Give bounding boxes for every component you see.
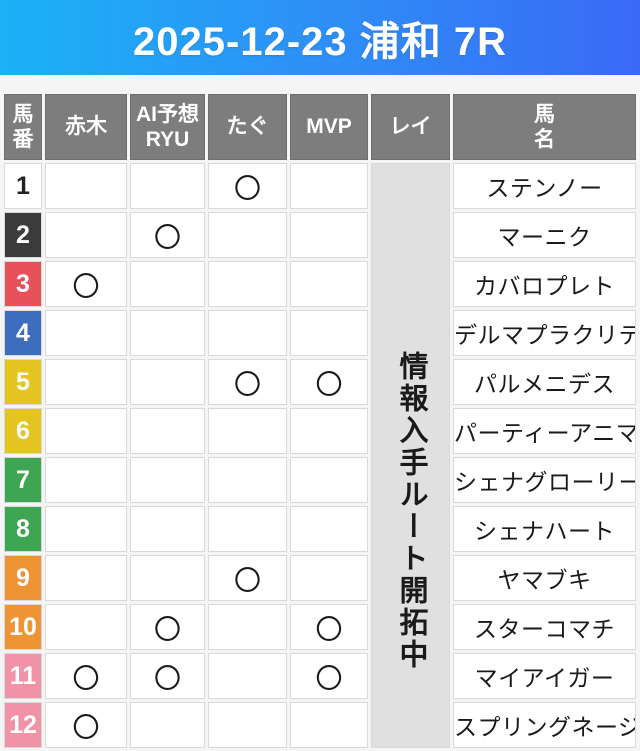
mark-ai-ryu — [130, 310, 205, 356]
mark-tagu — [208, 310, 287, 356]
mark-akagi: 〇 — [45, 653, 127, 699]
mark-ai-ryu — [130, 163, 205, 209]
mark-mvp — [290, 212, 368, 258]
mark-akagi — [45, 310, 127, 356]
horse-number: 1 — [4, 163, 42, 209]
mark-mvp: 〇 — [290, 604, 368, 650]
mark-mvp — [290, 408, 368, 454]
mark-akagi: 〇 — [45, 702, 127, 748]
table-row: 3 〇 カバロプレト — [4, 261, 636, 307]
horse-number: 10 — [4, 604, 42, 650]
table-row: 12 〇 スプリングネージ — [4, 702, 636, 748]
race-title: 2025-12-23 浦和 7R — [133, 19, 507, 64]
col-header-rei: レイ — [371, 94, 450, 160]
horse-number: 11 — [4, 653, 42, 699]
race-header-banner: 2025-12-23 浦和 7R — [0, 0, 640, 75]
mark-ai-ryu — [130, 261, 205, 307]
horse-name: スターコマチ — [453, 604, 636, 650]
mark-ai-ryu — [130, 702, 205, 748]
col-header-ai-ryu: AI予想 RYU — [130, 94, 205, 160]
mark-mvp — [290, 555, 368, 601]
mark-mvp — [290, 261, 368, 307]
mark-tagu: 〇 — [208, 163, 287, 209]
horse-name: シェナグローリー — [453, 457, 636, 503]
col-header-mvp: MVP — [290, 94, 368, 160]
mark-tagu — [208, 408, 287, 454]
mark-ai-ryu: 〇 — [130, 212, 205, 258]
mark-ai-ryu — [130, 457, 205, 503]
rei-column-placeholder: 情報入手ルート開拓中 — [371, 163, 450, 748]
horse-name: ヤマブキ — [453, 555, 636, 601]
mark-akagi — [45, 163, 127, 209]
mark-ai-ryu — [130, 506, 205, 552]
horse-name: スプリングネージ — [453, 702, 636, 748]
mark-tagu: 〇 — [208, 359, 287, 405]
mark-akagi — [45, 604, 127, 650]
table-row: 11 〇 〇 〇 マイアイガー — [4, 653, 636, 699]
horse-name: マーニク — [453, 212, 636, 258]
mark-mvp — [290, 163, 368, 209]
horse-number: 2 — [4, 212, 42, 258]
horse-name: マイアイガー — [453, 653, 636, 699]
mark-mvp — [290, 506, 368, 552]
mark-tagu — [208, 506, 287, 552]
horse-number: 5 — [4, 359, 42, 405]
col-header-akagi: 赤木 — [45, 94, 127, 160]
table-row: 5 〇 〇 パルメニデス — [4, 359, 636, 405]
horse-number: 7 — [4, 457, 42, 503]
table-row: 7 シェナグローリー — [4, 457, 636, 503]
mark-mvp — [290, 702, 368, 748]
mark-mvp: 〇 — [290, 359, 368, 405]
horse-name: シェナハート — [453, 506, 636, 552]
mark-tagu — [208, 212, 287, 258]
table-header-row: 馬 番 赤木 AI予想 RYU たぐ MVP レイ 馬 名 — [4, 94, 636, 160]
table-row: 10 〇 〇 スターコマチ — [4, 604, 636, 650]
mark-tagu — [208, 457, 287, 503]
rei-status-vertical-text: 情報入手ルート開拓中 — [395, 350, 427, 671]
prediction-table-container: 馬 番 赤木 AI予想 RYU たぐ MVP レイ 馬 名 1 〇 情報入手ルー… — [0, 75, 640, 751]
horse-number: 9 — [4, 555, 42, 601]
table-row: 9 〇 ヤマブキ — [4, 555, 636, 601]
mark-mvp — [290, 310, 368, 356]
mark-akagi: 〇 — [45, 261, 127, 307]
table-row: 2 〇 マーニク — [4, 212, 636, 258]
horse-number: 8 — [4, 506, 42, 552]
col-header-horse-number: 馬 番 — [4, 94, 42, 160]
mark-ai-ryu — [130, 359, 205, 405]
table-row: 1 〇 情報入手ルート開拓中 ステンノー — [4, 163, 636, 748]
horse-name: パーティーアニマ — [453, 408, 636, 454]
mark-tagu — [208, 604, 287, 650]
mark-tagu — [208, 653, 287, 699]
table-row: 4 デルマプラクリテ — [4, 310, 636, 356]
horse-number: 4 — [4, 310, 42, 356]
mark-ai-ryu — [130, 555, 205, 601]
horse-number: 12 — [4, 702, 42, 748]
mark-tagu: 〇 — [208, 555, 287, 601]
mark-mvp: 〇 — [290, 653, 368, 699]
mark-akagi — [45, 212, 127, 258]
mark-mvp — [290, 457, 368, 503]
mark-ai-ryu — [130, 408, 205, 454]
mark-akagi — [45, 359, 127, 405]
mark-tagu — [208, 702, 287, 748]
horse-number: 6 — [4, 408, 42, 454]
horse-name: ステンノー — [453, 163, 636, 209]
mark-akagi — [45, 555, 127, 601]
mark-akagi — [45, 506, 127, 552]
horse-number: 3 — [4, 261, 42, 307]
horse-name: カバロプレト — [453, 261, 636, 307]
mark-akagi — [45, 457, 127, 503]
horse-name: パルメニデス — [453, 359, 636, 405]
horse-name: デルマプラクリテ — [453, 310, 636, 356]
col-header-horse-name: 馬 名 — [453, 94, 636, 160]
col-header-tagu: たぐ — [208, 94, 287, 160]
mark-tagu — [208, 261, 287, 307]
mark-akagi — [45, 408, 127, 454]
mark-ai-ryu: 〇 — [130, 604, 205, 650]
table-row: 8 シェナハート — [4, 506, 636, 552]
mark-ai-ryu: 〇 — [130, 653, 205, 699]
prediction-table: 馬 番 赤木 AI予想 RYU たぐ MVP レイ 馬 名 1 〇 情報入手ルー… — [1, 91, 639, 751]
table-row: 6 パーティーアニマ — [4, 408, 636, 454]
